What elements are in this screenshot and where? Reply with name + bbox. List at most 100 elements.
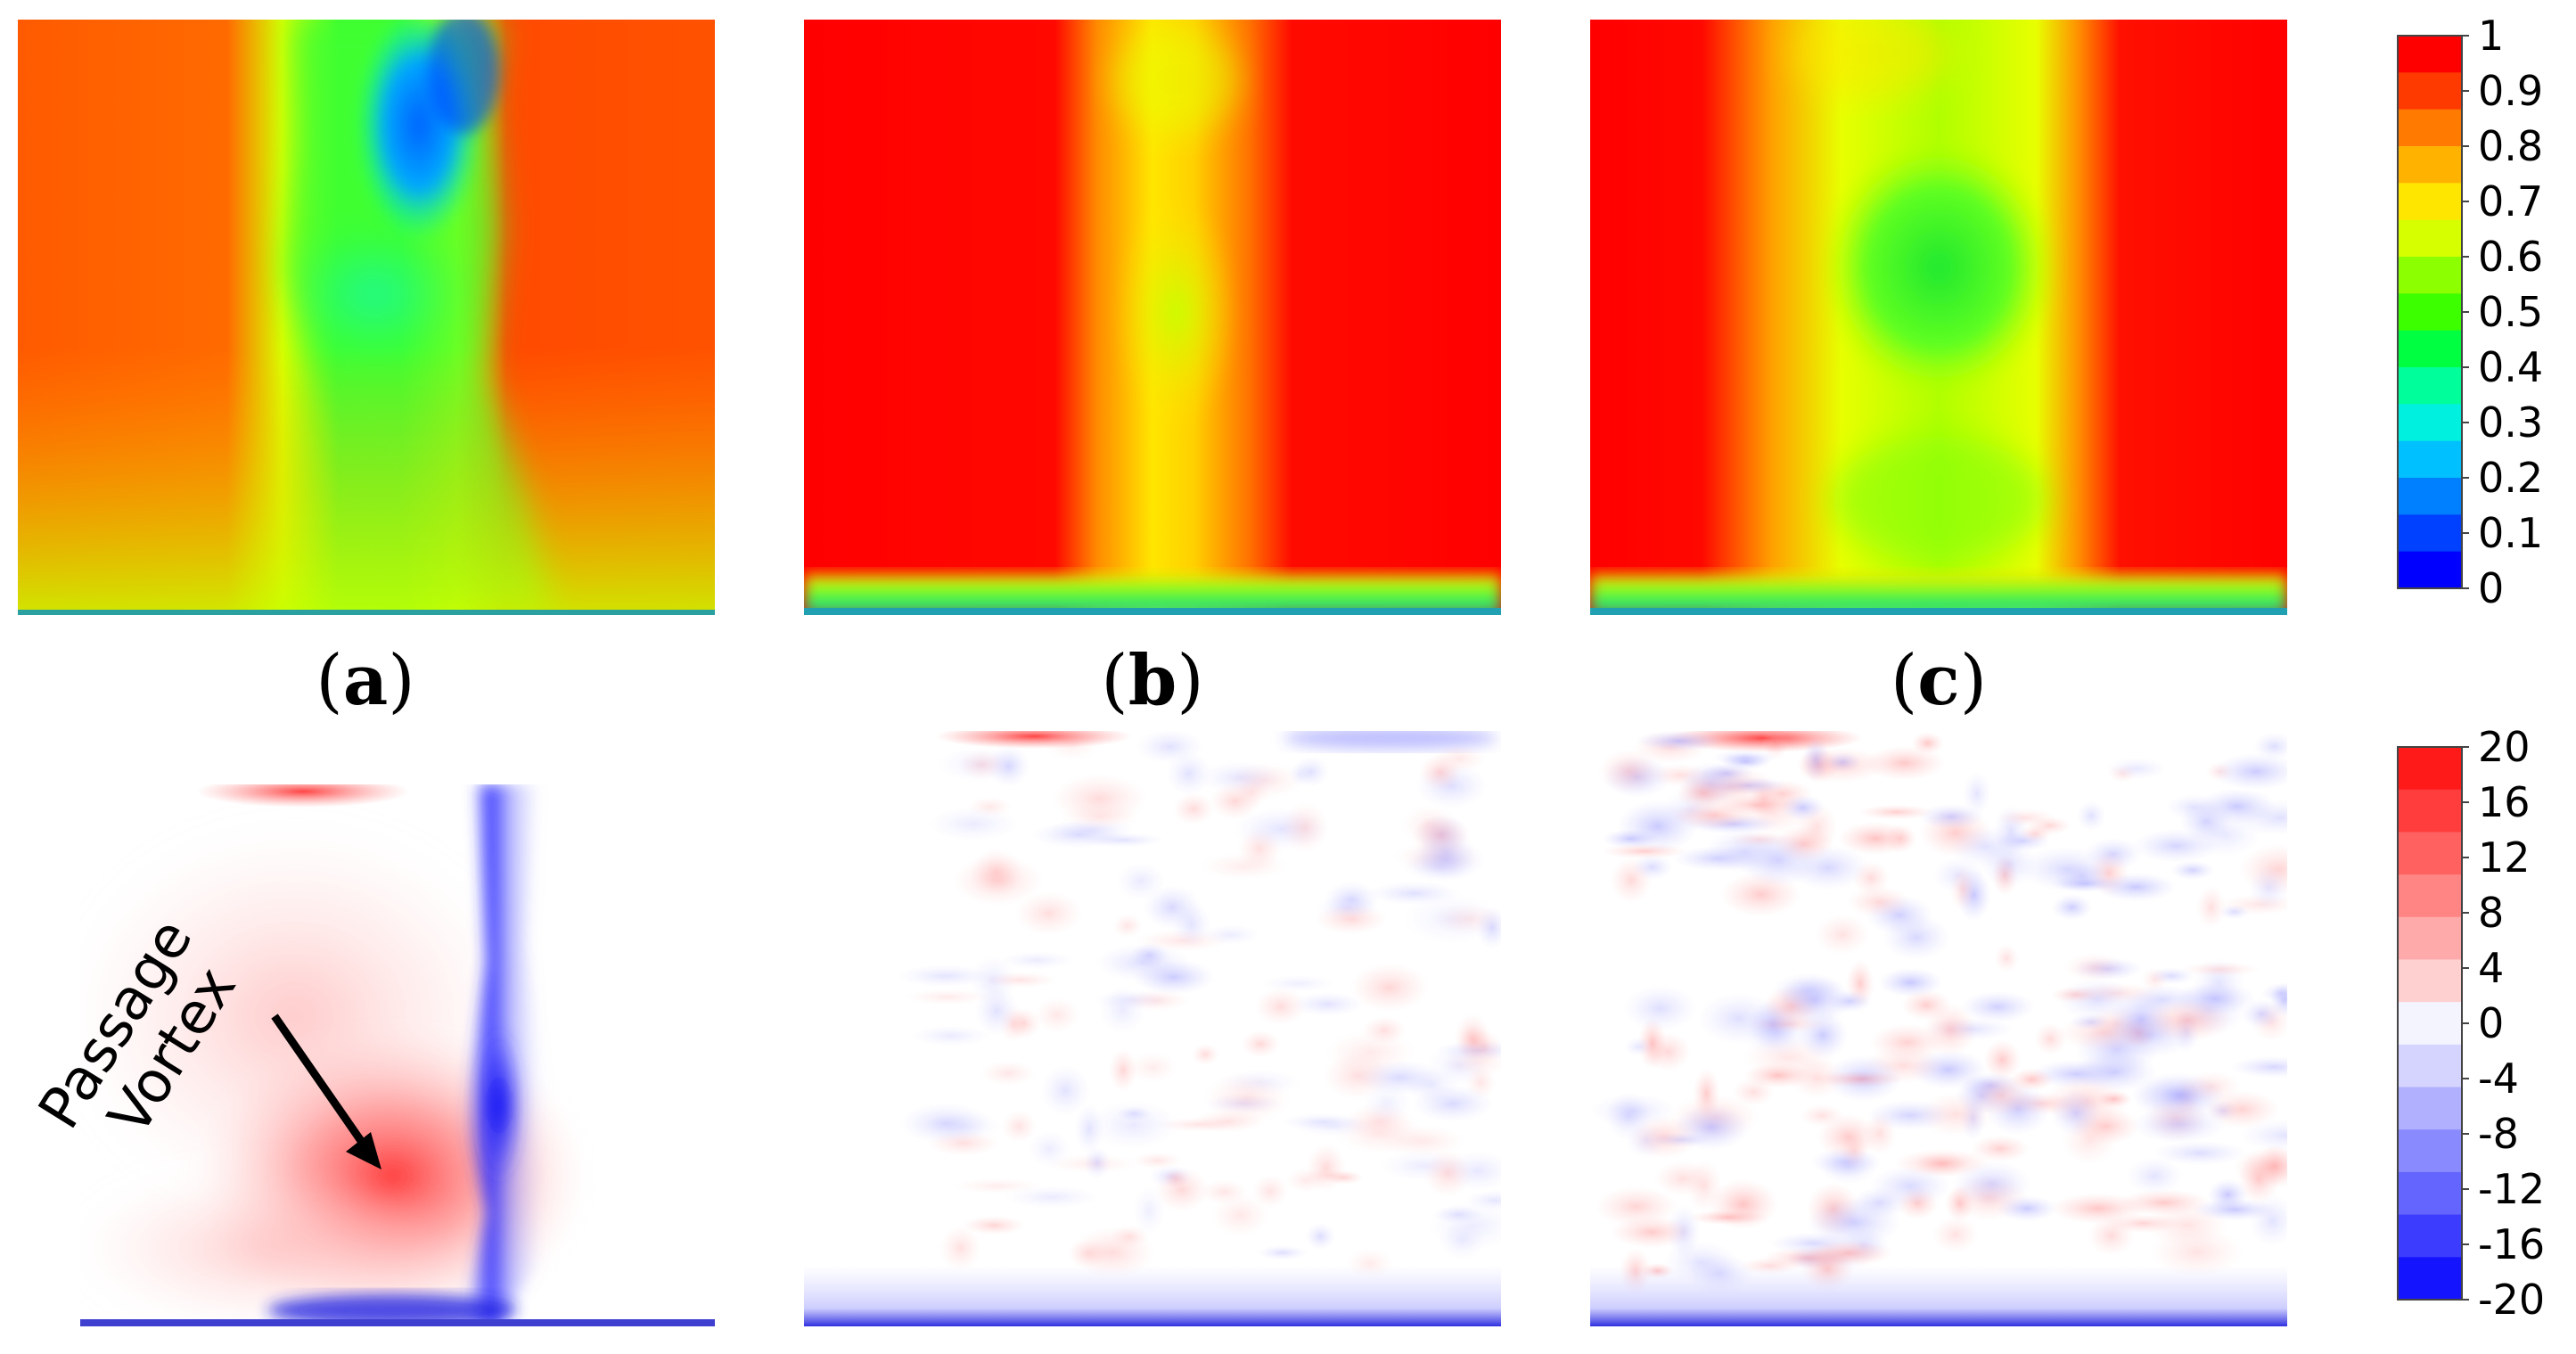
colorbar-tick-label: 0.8 (2478, 122, 2543, 170)
heatmap-top-a (18, 20, 715, 615)
colorbar-swatch (2398, 1257, 2462, 1301)
texture-speck (1083, 1146, 1112, 1179)
texture-speck (2028, 817, 2071, 835)
colorbar-swatch (2398, 404, 2462, 442)
texture-speck (2145, 1203, 2229, 1247)
texture-speck (957, 750, 1006, 780)
texture-speck (1001, 1110, 1038, 1144)
texture-speck (1202, 1071, 1292, 1125)
texture-speck (2076, 800, 2106, 832)
texture-speck (2106, 758, 2168, 780)
colorbar-swatch (2398, 330, 2462, 368)
texture-speck (1911, 732, 1944, 755)
texture-speck (1918, 804, 1985, 830)
texture-speck (1127, 1052, 1178, 1083)
texture-speck (2069, 1013, 2112, 1031)
texture-speck (1852, 860, 1891, 896)
texture-speck (1251, 1174, 1289, 1209)
colorbar-swatch (2398, 219, 2462, 258)
texture-speck (1688, 1210, 1768, 1226)
texture-speck (1368, 882, 1460, 906)
texture-speck (1210, 782, 1261, 820)
texture-speck (1994, 943, 2020, 972)
texture-speck (2211, 752, 2287, 791)
texture-speck (2179, 961, 2260, 978)
texture-speck (2170, 860, 2215, 881)
texture-speck (980, 1060, 1037, 1087)
texture-speck (1081, 833, 1165, 848)
texture-speck (1676, 776, 1731, 809)
texture-speck (2207, 1178, 2249, 1211)
texture-speck (1191, 1043, 1219, 1066)
texture-speck (1305, 1222, 1336, 1251)
colorbar-bottom: 20 16 12 8 4 0 -4 -8 -12 -16 -20 (2397, 723, 2545, 1324)
texture-speck (2010, 1068, 2055, 1091)
texture-speck (1970, 1135, 2030, 1162)
texture-speck (1468, 1029, 1501, 1065)
colorbar-tick-label: 0.6 (2478, 233, 2543, 281)
texture-speck (2033, 1022, 2067, 1056)
texture-speck (1380, 1125, 1466, 1157)
texture-speck (1116, 862, 1166, 901)
texture-speck (1088, 1100, 1179, 1150)
texture-speck (1040, 1065, 1091, 1116)
colorbar-tick-label: 16 (2478, 778, 2531, 826)
texture-speck (1200, 1179, 1249, 1205)
colorbar-tick-label: 0.7 (2478, 177, 2543, 226)
texture-speck (1858, 804, 1935, 820)
texture-speck (1292, 991, 1364, 1017)
texture-speck (1257, 1245, 1309, 1260)
texture-speck (1884, 824, 1917, 854)
texture-speck (1362, 1081, 1412, 1126)
texture-speck (1108, 1048, 1138, 1092)
texture-speck (2261, 982, 2287, 1004)
colorbar-swatch (2398, 1171, 2462, 1216)
colorbar-swatch (2398, 293, 2462, 332)
texture-speck (1814, 914, 1870, 956)
texture-speck (1645, 1031, 1692, 1072)
texture-speck (2050, 986, 2100, 1004)
colorbar-tick-label: 0 (2478, 999, 2504, 1047)
colorbar-tick-label: 1 (2478, 12, 2504, 60)
texture-speck (2132, 829, 2220, 863)
texture-speck (1737, 833, 1819, 887)
texture-speck (1423, 1149, 1473, 1198)
heatmap-top-b (804, 20, 1501, 615)
texture-speck (1624, 1037, 1653, 1057)
texture-speck (1302, 1168, 1357, 1184)
colorbar-swatch (2398, 478, 2462, 516)
texture-speck (1963, 771, 1991, 816)
colorbar-tick-label: -4 (2478, 1054, 2519, 1103)
colorbar-swatch (2398, 1214, 2462, 1259)
texture-speck (2252, 732, 2287, 760)
texture-speck (910, 1025, 991, 1046)
colorbar-swatch (2398, 1129, 2462, 1173)
texture-speck (1610, 1216, 1694, 1249)
texture-speck (1254, 988, 1307, 1026)
texture-speck (1418, 753, 1462, 791)
texture-speck (1697, 992, 1780, 1045)
heatmap-bottom-a (80, 784, 715, 1326)
texture-speck (2230, 1055, 2287, 1079)
texture-speck (1602, 829, 1659, 849)
texture-speck (1637, 731, 1723, 751)
texture-speck (1241, 1030, 1280, 1058)
colorbar-tick-label: -12 (2478, 1165, 2545, 1213)
texture-speck (2249, 1194, 2287, 1247)
texture-speck (2257, 1144, 2287, 1186)
texture-speck (1932, 1216, 1980, 1253)
texture-speck (1166, 751, 1211, 796)
texture-speck (1817, 1113, 1879, 1161)
colorbar-swatch (2398, 514, 2462, 553)
colorbar-swatch (2398, 1044, 2462, 1088)
caption-a: (a) (316, 640, 415, 721)
texture-speck (1197, 761, 1284, 794)
texture-speck (1130, 942, 1169, 968)
texture-speck (1412, 1085, 1494, 1122)
texture-speck (939, 1225, 982, 1271)
texture-speck (1033, 997, 1081, 1034)
colorbar-tick-label: 4 (2478, 944, 2504, 992)
texture-speck (1475, 907, 1501, 949)
heatmap-bottom-b (804, 731, 1501, 1326)
